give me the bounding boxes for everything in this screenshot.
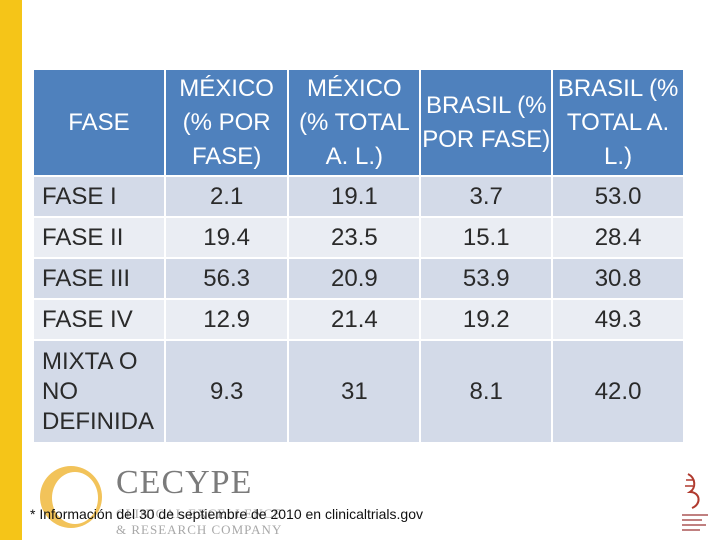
cell-value: 30.8 [553, 259, 683, 298]
cell-value: 19.2 [421, 300, 552, 339]
row-label: MIXTA O NO DEFINIDA [34, 341, 164, 442]
institution-seal-icon [682, 473, 708, 531]
logo-tagline-1: CLINICAL EXCELLENCE [116, 506, 283, 521]
side-accent-bar [0, 0, 22, 540]
logo-tagline-2: & RESEARCH COMPANY [116, 522, 283, 537]
table-row: FASE I 2.1 19.1 3.7 53.0 [34, 177, 683, 216]
col-header-mexico-por-fase: MÉXICO (% POR FASE) [165, 70, 288, 175]
cell-value: 2.1 [165, 177, 288, 216]
cell-value: 23.5 [289, 218, 420, 257]
cell-value: 53.9 [421, 259, 552, 298]
table-row: MIXTA O NO DEFINIDA 9.3 31 8.1 42.0 [34, 341, 683, 442]
cell-value: 9.3 [165, 341, 288, 442]
cecype-logo: CECYPE CLINICAL EXCELLENCE & RESEARCH CO… [40, 462, 283, 538]
table-header-row: FASE MÉXICO (% POR FASE) MÉXICO (% TOTAL… [34, 70, 683, 175]
cell-value: 28.4 [553, 218, 683, 257]
cell-value: 19.1 [289, 177, 420, 216]
cell-value: 56.3 [165, 259, 288, 298]
col-header-brasil-total: BRASIL (% TOTAL A. L.) [553, 70, 683, 175]
cell-value: 8.1 [421, 341, 552, 442]
table-row: FASE III 56.3 20.9 53.9 30.8 [34, 259, 683, 298]
col-header-brasil-por-fase: BRASIL (% POR FASE) [421, 70, 552, 175]
row-label: FASE III [34, 259, 164, 298]
cell-value: 21.4 [289, 300, 420, 339]
col-header-mexico-total: MÉXICO (% TOTAL A. L.) [289, 70, 420, 175]
footnote: * Información del 30 de septiembre de 20… [30, 506, 424, 522]
col-header-fase: FASE [34, 70, 164, 175]
cell-value: 15.1 [421, 218, 552, 257]
cell-value: 12.9 [165, 300, 288, 339]
cell-value: 3.7 [421, 177, 552, 216]
row-label: FASE II [34, 218, 164, 257]
cell-value: 49.3 [553, 300, 683, 339]
cell-value: 31 [289, 341, 420, 442]
row-label: FASE I [34, 177, 164, 216]
row-label: FASE IV [34, 300, 164, 339]
table-row: FASE IV 12.9 21.4 19.2 49.3 [34, 300, 683, 339]
cell-value: 20.9 [289, 259, 420, 298]
cell-value: 19.4 [165, 218, 288, 257]
table-row: FASE II 19.4 23.5 15.1 28.4 [34, 218, 683, 257]
phase-table: FASE MÉXICO (% POR FASE) MÉXICO (% TOTAL… [32, 68, 685, 444]
cell-value: 53.0 [553, 177, 683, 216]
logo-name: CECYPE [116, 464, 253, 501]
cell-value: 42.0 [553, 341, 683, 442]
